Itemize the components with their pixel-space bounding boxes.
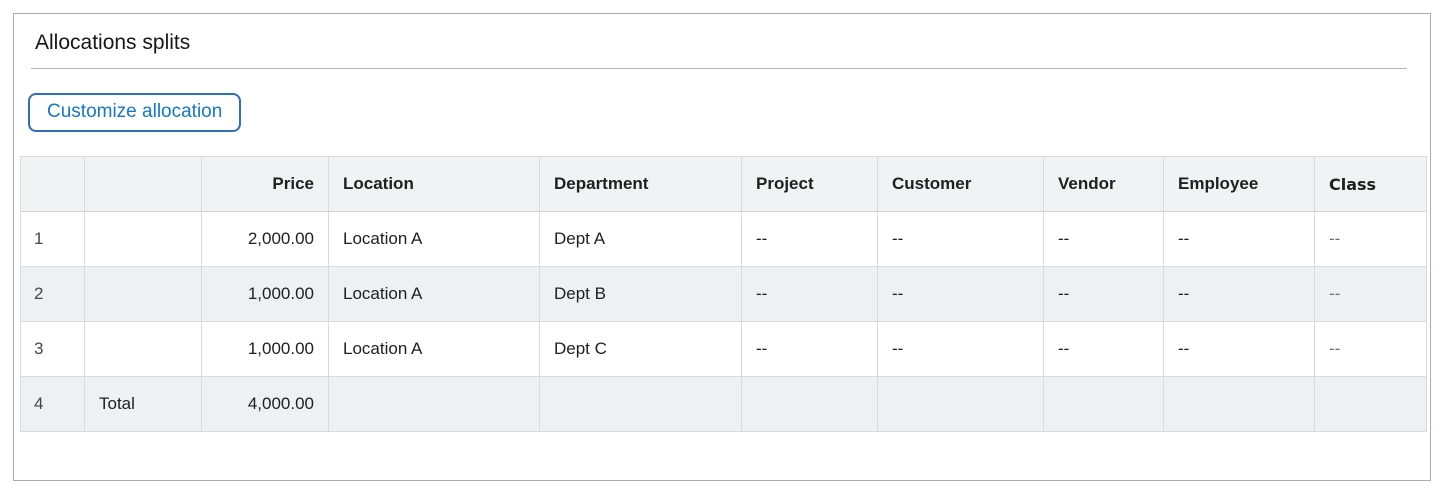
column-header-class: Class — [1314, 156, 1427, 212]
table-body: 1 2,000.00 Location A Dept A -- -- -- -- -- 2 1,00… — [20, 211, 1427, 432]
cell-department: Dept C — [539, 321, 742, 377]
column-header-blank-1 — [84, 156, 202, 212]
cell-vendor: -- — [1043, 211, 1164, 267]
cell-price: 1,000.00 — [201, 266, 329, 322]
cell-vendor — [1043, 376, 1164, 432]
customize-allocation-button[interactable]: Customize allocation — [28, 93, 242, 132]
cell-vendor: -- — [1043, 321, 1164, 377]
cell-label — [84, 211, 202, 267]
cell-customer: -- — [877, 266, 1044, 322]
column-header-location: Location — [328, 156, 540, 212]
cell-customer — [877, 376, 1044, 432]
cell-class: -- — [1314, 211, 1427, 267]
cell-project — [741, 376, 878, 432]
cell-employee: -- — [1163, 266, 1315, 322]
cell-location: Location A — [328, 211, 540, 267]
cell-customer: -- — [877, 321, 1044, 377]
cell-location: Location A — [328, 321, 540, 377]
table-row: 3 1,000.00 Location A Dept C -- -- -- -- -- — [20, 321, 1427, 377]
column-header-customer: Customer — [877, 156, 1044, 212]
allocations-table-container: Price Location Department Project Customer Ve… — [20, 156, 1427, 432]
cell-price: 1,000.00 — [201, 321, 329, 377]
cell-location: Location A — [328, 266, 540, 322]
cell-project: -- — [741, 321, 878, 377]
cell-department: Dept B — [539, 266, 742, 322]
cell-price: 2,000.00 — [201, 211, 329, 267]
column-header-price: Price — [201, 156, 329, 212]
column-header-department: Department — [539, 156, 742, 212]
allocations-splits-panel: Allocations splits Customize allocation … — [13, 13, 1431, 481]
title-divider — [31, 68, 1407, 69]
allocations-table: Price Location Department Project Customer Ve… — [20, 156, 1427, 432]
cell-employee: -- — [1163, 211, 1315, 267]
cell-department — [539, 376, 742, 432]
column-header-blank-0 — [20, 156, 85, 212]
cell-class: -- — [1314, 321, 1427, 377]
total-row: 4 Total 4,000.00 — [20, 376, 1427, 432]
column-header-vendor: Vendor — [1043, 156, 1164, 212]
table-row: 1 2,000.00 Location A Dept A -- -- -- -- -- — [20, 211, 1427, 267]
cell-price: 4,000.00 — [201, 376, 329, 432]
column-header-project: Project — [741, 156, 878, 212]
cell-label: Total — [84, 376, 202, 432]
panel-title: Allocations splits — [35, 31, 191, 54]
cell-employee — [1163, 376, 1315, 432]
row-number-cell: 1 — [20, 211, 85, 267]
cell-customer: -- — [877, 211, 1044, 267]
cell-project: -- — [741, 211, 878, 267]
cell-class — [1314, 376, 1427, 432]
cell-label — [84, 321, 202, 377]
header-row: Price Location Department Project Customer Ve… — [20, 156, 1427, 212]
row-number-cell: 4 — [20, 376, 85, 432]
cell-location — [328, 376, 540, 432]
row-number-cell: 2 — [20, 266, 85, 322]
cell-vendor: -- — [1043, 266, 1164, 322]
row-number-cell: 3 — [20, 321, 85, 377]
cell-class: -- — [1314, 266, 1427, 322]
cell-project: -- — [741, 266, 878, 322]
table-row: 2 1,000.00 Location A Dept B -- -- -- -- -- — [20, 266, 1427, 322]
column-header-employee: Employee — [1163, 156, 1315, 212]
cell-department: Dept A — [539, 211, 742, 267]
cell-label — [84, 266, 202, 322]
cell-employee: -- — [1163, 321, 1315, 377]
